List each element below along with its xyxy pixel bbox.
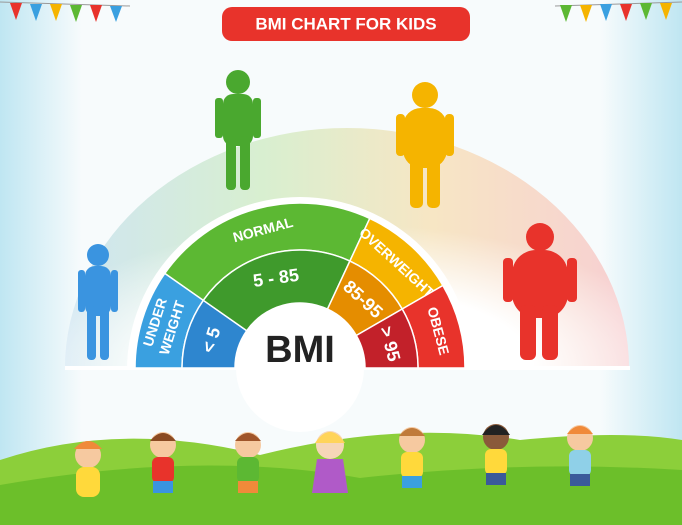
segment-inner [202, 249, 351, 332]
title: BMI CHART FOR KIDS [255, 14, 436, 33]
gauge-hub [236, 304, 364, 432]
silhouettes [78, 70, 577, 360]
kids [74, 424, 593, 497]
segment-inner [355, 307, 419, 369]
center-label: BMI [265, 329, 335, 371]
bunting [0, 1, 682, 22]
title-pill [222, 7, 470, 41]
